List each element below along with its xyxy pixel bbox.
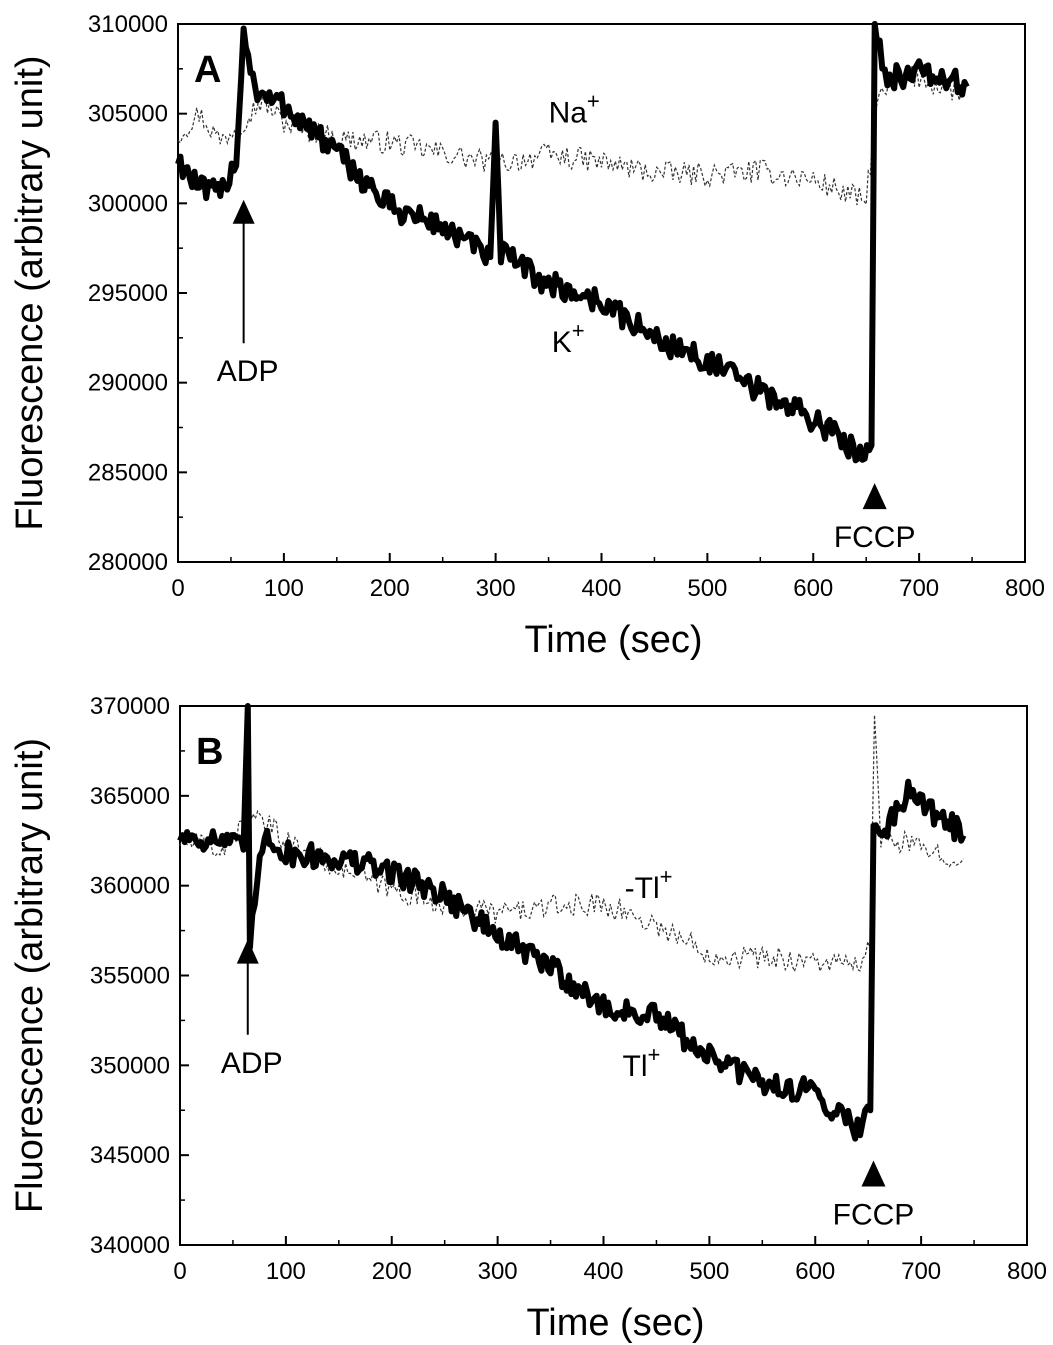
- panel-b-fccp-arrow-head: [861, 1160, 886, 1187]
- panel-a-y-tick-label: 280000: [88, 549, 168, 576]
- panel-a-series2-label-sup: +: [572, 318, 585, 343]
- panel-b-y-tick-label: 355000: [90, 963, 170, 990]
- panel-a-x-tick-label: 0: [171, 575, 184, 602]
- panel-a-series2-label: K+: [552, 318, 585, 359]
- panel-a-x-tick-label: 700: [899, 575, 939, 602]
- panel-b-y-tick-label: 345000: [90, 1142, 170, 1169]
- panel-a-series1-label-sup: +: [587, 89, 600, 114]
- panel-b-x-tick-label: 700: [901, 1258, 941, 1285]
- panel-b-series1-label: -Tl+: [625, 864, 673, 905]
- panel-a-x-tick-label: 600: [793, 575, 833, 602]
- panel-a-series-na-line: [177, 62, 963, 207]
- panel-b-y-tick-label: 370000: [90, 693, 170, 720]
- panel-a-y-tick-label: 290000: [88, 370, 168, 397]
- panel-a-y-tick-label: 285000: [88, 459, 168, 486]
- panel-a-x-tick-label: 100: [264, 575, 304, 602]
- panel-b-x-tick-label: 200: [372, 1258, 412, 1285]
- panel-a-y-tick-label: 310000: [88, 11, 168, 38]
- panel-b-series-tl-line: [179, 714, 964, 974]
- panel-b-fccp-label: FCCP: [833, 1199, 915, 1232]
- panel-a-adp-label: ADP: [217, 355, 279, 388]
- panel-a-y-tick-label: 300000: [88, 190, 168, 217]
- panel-b-y-tick-label: 360000: [90, 873, 170, 900]
- panel-a-x-tick-label: 300: [476, 575, 516, 602]
- panel-b-x-tick-label: 100: [266, 1258, 306, 1285]
- panel-a-series1-label: Na+: [549, 89, 600, 130]
- panel-b-y-tick-label: 365000: [90, 783, 170, 810]
- panel-a-x-axis-title: Time (sec): [524, 619, 702, 661]
- panel-a-letter: A: [194, 49, 221, 91]
- panel-b-series-tl-line: [177, 703, 967, 1142]
- panel-a-adp-arrow-head: [232, 199, 255, 224]
- panel-a-y-axis-title: Fluorescence (arbitrary unit): [9, 55, 51, 530]
- panel-b: 340000 345000 350000 355000 360000 365000 3700…: [9, 693, 1047, 1344]
- panel-b-plot-frame: [179, 705, 1028, 1246]
- panel-b-y-tick-label: 340000: [90, 1232, 170, 1259]
- panel-b-series2-label-sup: +: [648, 1042, 661, 1067]
- panel-b-adp-label: ADP: [221, 1047, 283, 1080]
- panel-a-fccp-arrow-head: [862, 483, 887, 510]
- panel-a-series-k-line: [175, 21, 970, 464]
- panel-b-x-tick-label: 300: [478, 1258, 518, 1285]
- panel-a: 280000 285000 290000 295000 300000 305000 3100…: [9, 11, 1045, 661]
- panel-a-y-tick-label: 295000: [88, 280, 168, 307]
- panel-b-x-tick-label: 600: [795, 1258, 835, 1285]
- panel-b-x-tick-label: 500: [689, 1258, 729, 1285]
- panel-b-x-tick-label: 800: [1007, 1258, 1047, 1285]
- panel-a-x-tick-label: 200: [370, 575, 410, 602]
- panel-b-x-tick-label: 0: [173, 1258, 186, 1285]
- panel-a-y-tick-label: 305000: [88, 101, 168, 128]
- panel-b-y-tick-label: 350000: [90, 1052, 170, 1079]
- panel-a-x-tick-label: 800: [1005, 575, 1045, 602]
- panel-a-x-tick-label: 400: [581, 575, 621, 602]
- panel-b-series1-label-sup: +: [660, 864, 673, 889]
- panel-a-fccp-label: FCCP: [834, 521, 916, 554]
- panel-b-series2-label: Tl+: [623, 1042, 661, 1083]
- panel-b-x-axis-title: Time (sec): [526, 1302, 704, 1344]
- panel-b-x-tick-label: 400: [583, 1258, 623, 1285]
- panel-b-adp-arrow-head: [236, 939, 259, 964]
- panel-a-plot-frame: [177, 23, 1026, 563]
- panel-b-letter: B: [196, 731, 223, 773]
- panel-a-x-tick-label: 500: [687, 575, 727, 602]
- panel-b-y-axis-title: Fluorescence (arbitrary unit): [9, 738, 51, 1213]
